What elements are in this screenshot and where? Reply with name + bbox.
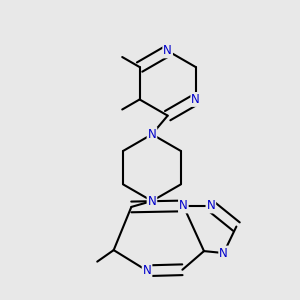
Text: N: N: [143, 264, 152, 277]
Text: N: N: [148, 194, 156, 208]
Text: N: N: [191, 93, 200, 106]
Text: N: N: [219, 247, 228, 260]
Text: N: N: [206, 200, 215, 212]
Text: N: N: [179, 200, 188, 212]
Text: N: N: [148, 128, 156, 141]
Text: N: N: [163, 44, 172, 57]
